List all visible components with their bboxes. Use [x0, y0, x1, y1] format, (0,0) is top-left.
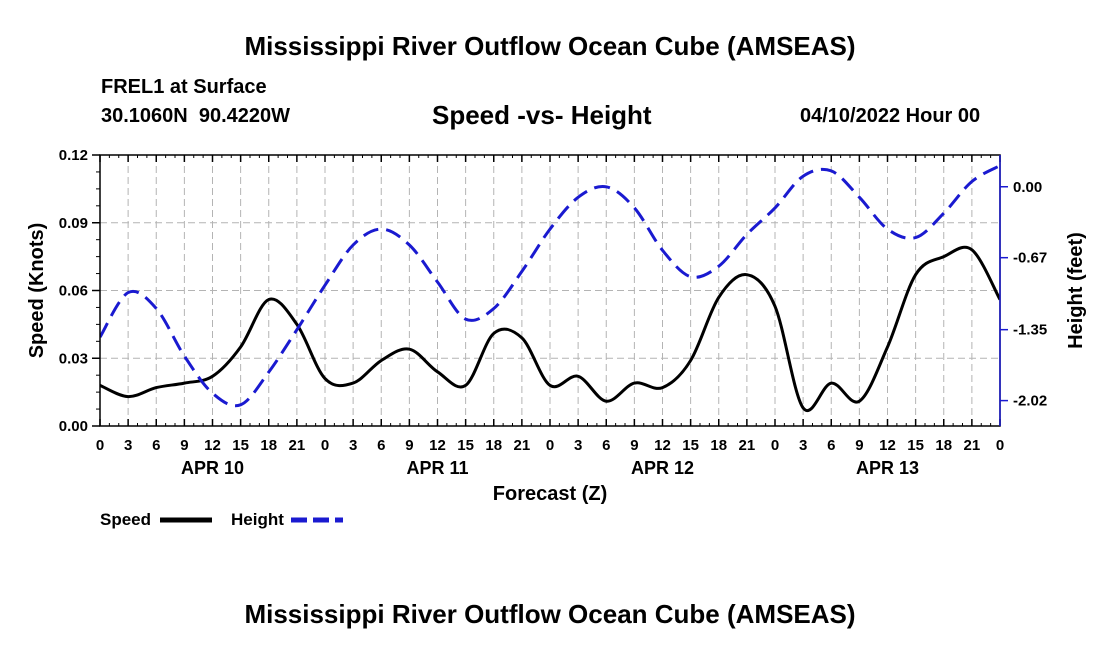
y-right-tick-label: -1.35 — [1013, 322, 1047, 339]
x-tick-label: 21 — [739, 437, 756, 454]
x-tick-label: 18 — [710, 437, 727, 454]
y-left-tick-label: 0.09 — [59, 215, 88, 232]
legend: Speed Height — [100, 510, 343, 529]
x-tick-label: 21 — [964, 437, 981, 454]
y-axis-left-label: Speed (Knots) — [26, 223, 48, 359]
y-left-tick-label: 0.03 — [59, 350, 88, 367]
x-tick-label: 12 — [879, 437, 896, 454]
x-day-label: APR 13 — [856, 458, 919, 478]
x-day-label: APR 12 — [631, 458, 694, 478]
x-tick-label: 0 — [96, 437, 104, 454]
x-tick-label: 0 — [321, 437, 329, 454]
x-tick-label: 18 — [485, 437, 502, 454]
legend-speed-label: Speed — [100, 510, 151, 529]
series-layer — [100, 164, 1000, 413]
x-tick-label: 0 — [546, 437, 554, 454]
station-coordinates: 30.1060N 90.4220W — [101, 105, 291, 127]
x-tick-label: 9 — [180, 437, 188, 454]
y-left-tick-label: 0.00 — [59, 418, 88, 435]
x-tick-label: 0 — [771, 437, 779, 454]
y-right-tick-label: -0.67 — [1013, 250, 1047, 267]
series-line-speed — [100, 245, 1000, 413]
axis-layer: 0 3 6 9 12 15 18 21 0 3 6 9 12 15 18 21 0 3 6 9 12 15 18 21 0 3 6 9… — [59, 147, 1047, 478]
y-left-tick-label: 0.06 — [59, 283, 88, 300]
x-tick-label: 21 — [514, 437, 531, 454]
y-left-tick-label: 0.12 — [59, 147, 88, 164]
x-tick-label: 12 — [204, 437, 221, 454]
x-tick-label: 3 — [574, 437, 582, 454]
x-day-label: APR 11 — [406, 458, 468, 478]
x-tick-label: 6 — [602, 437, 610, 454]
x-tick-label: 18 — [260, 437, 277, 454]
x-tick-label: 21 — [289, 437, 306, 454]
x-tick-label: 9 — [855, 437, 863, 454]
series-line-height — [100, 164, 1000, 408]
x-tick-label: 3 — [349, 437, 357, 454]
x-tick-label: 6 — [827, 437, 835, 454]
main-title: Mississippi River Outflow Ocean Cube (AM… — [244, 31, 856, 61]
x-tick-label: 9 — [630, 437, 638, 454]
x-tick-label: 18 — [935, 437, 952, 454]
x-tick-label: 6 — [377, 437, 385, 454]
x-tick-label: 6 — [152, 437, 160, 454]
x-tick-label: 0 — [996, 437, 1004, 454]
station-label: FREL1 at Surface — [101, 76, 267, 98]
x-tick-label: 3 — [124, 437, 132, 454]
chart-subtitle: Speed -vs- Height — [432, 100, 652, 130]
x-tick-label: 15 — [232, 437, 249, 454]
x-tick-label: 15 — [907, 437, 924, 454]
x-day-label: APR 10 — [181, 458, 244, 478]
x-axis-label: Forecast (Z) — [493, 483, 607, 505]
bottom-title: Mississippi River Outflow Ocean Cube (AM… — [244, 599, 856, 629]
y-right-tick-label: -2.02 — [1013, 393, 1047, 410]
x-tick-label: 12 — [654, 437, 671, 454]
x-tick-label: 3 — [799, 437, 807, 454]
x-tick-label: 15 — [682, 437, 699, 454]
x-tick-label: 9 — [405, 437, 413, 454]
y-axis-right-label: Height (feet) — [1065, 232, 1087, 349]
grid-layer — [100, 155, 1000, 426]
y-right-tick-label: 0.00 — [1013, 179, 1042, 196]
x-tick-label: 15 — [457, 437, 474, 454]
legend-height-label: Height — [231, 510, 284, 529]
x-tick-label: 12 — [429, 437, 446, 454]
forecast-datetime: 04/10/2022 Hour 00 — [800, 105, 981, 127]
